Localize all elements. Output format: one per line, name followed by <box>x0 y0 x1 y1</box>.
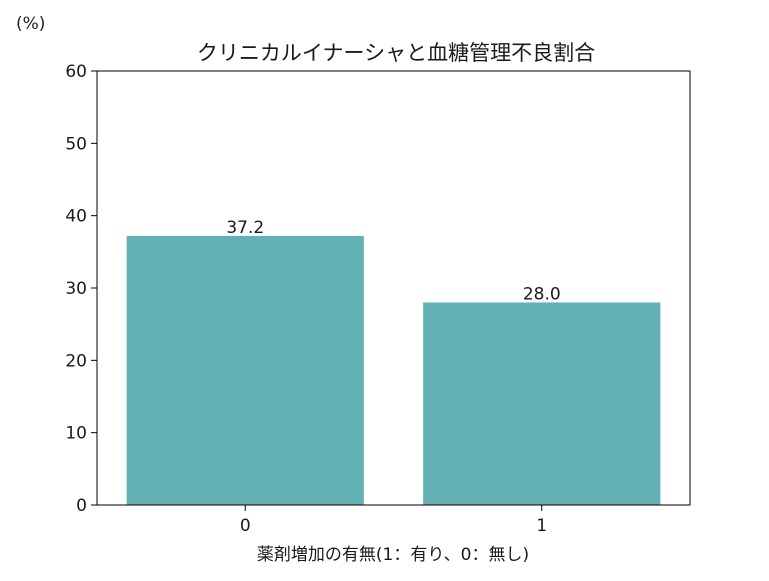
bars <box>126 235 661 506</box>
y-tick-label: 50 <box>65 134 87 154</box>
y-axis: 0 10 20 30 40 50 60 <box>65 62 97 516</box>
x-tick-label: 1 <box>536 516 547 536</box>
chart-title: クリニカルイナーシャと血糖管理不良割合 <box>197 41 595 65</box>
plot-frame <box>96 70 691 506</box>
y-tick-label: 20 <box>65 351 87 371</box>
y-tick-label: 30 <box>65 279 87 299</box>
x-tick-label: 0 <box>240 516 251 536</box>
bar-0 <box>126 235 364 506</box>
bar-value-label: 37.2 <box>226 218 264 238</box>
bar-value-label: 28.0 <box>523 284 561 304</box>
bar-value-labels: 37.2 28.0 <box>226 218 560 305</box>
y-tick-label: 60 <box>65 62 87 82</box>
y-tick-label: 40 <box>65 207 87 227</box>
y-unit-label: (%) <box>16 14 46 34</box>
y-tick-label: 10 <box>65 424 87 444</box>
bar-1 <box>423 302 661 505</box>
y-tick-label: 0 <box>76 496 87 516</box>
x-axis-label: 薬剤増加の有無(1：有り、0：無し) <box>257 545 529 565</box>
